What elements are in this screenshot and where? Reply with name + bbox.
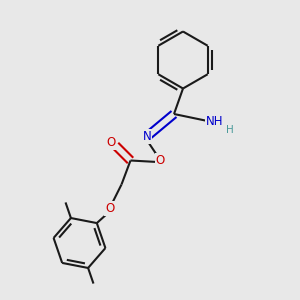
Text: NH: NH xyxy=(206,115,223,128)
Text: O: O xyxy=(156,154,165,167)
Text: N: N xyxy=(142,130,152,143)
Text: O: O xyxy=(105,202,114,215)
Text: H: H xyxy=(226,125,233,135)
Text: O: O xyxy=(106,136,116,149)
